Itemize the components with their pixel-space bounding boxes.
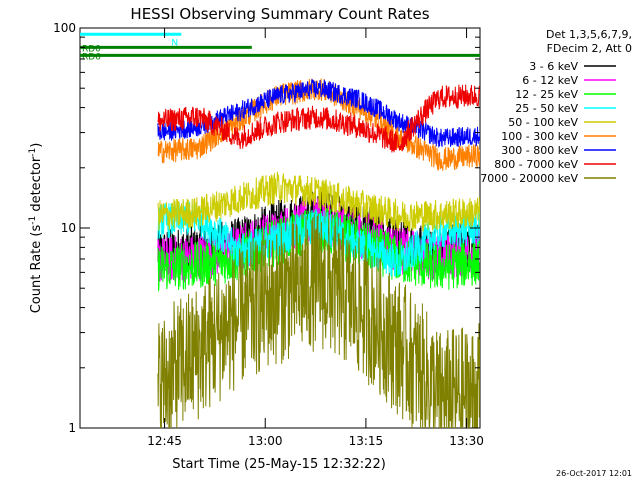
legend-label-6: 300 - 800 keV [501, 144, 578, 157]
legend-header-0: Det 1,3,5,6,7,9, [546, 28, 632, 41]
series-line-7 [157, 84, 480, 153]
legend-label-2: 12 - 25 keV [515, 88, 578, 101]
x-tick-label-1: 13:00 [248, 434, 283, 448]
annotation-label-0: N [171, 38, 178, 48]
series-line-3 [157, 201, 480, 277]
x-tick-label-2: 13:15 [349, 434, 384, 448]
series-line-4 [157, 171, 480, 232]
y-axis-label: Count Rate (s-1 detector-1) [28, 143, 44, 314]
x-tick-label-3: 13:30 [449, 434, 484, 448]
y-tick-label-2: 100 [53, 21, 76, 35]
chart-title: HESSI Observing Summary Count Rates [130, 5, 429, 23]
legend-header-1: FDecim 2, Att 0 [547, 42, 632, 55]
legend-label-1: 6 - 12 keV [522, 74, 578, 87]
legend-label-8: 7000 - 20000 keV [480, 172, 578, 185]
annotation-label-1: RD0 [82, 44, 101, 54]
legend-label-4: 50 - 100 keV [508, 116, 578, 129]
timestamp: 26-Oct-2017 12:01 [556, 469, 632, 478]
series-line-5 [157, 78, 480, 171]
legend-label-3: 25 - 50 keV [515, 102, 578, 115]
series-line-8 [157, 213, 480, 428]
series-line-2 [157, 205, 480, 292]
legend-label-5: 100 - 300 keV [501, 130, 578, 143]
legend: Det 1,3,5,6,7,9,FDecim 2, Att 0 3 - 6 keV… [480, 28, 632, 185]
x-axis-label: Start Time (25-May-15 12:32:22) [172, 457, 386, 472]
y-tick-label-1: 10 [61, 221, 76, 235]
data-layer [157, 78, 480, 428]
y-tick-label-0: 1 [68, 421, 76, 435]
annotation-label-2: RD6 [82, 52, 101, 62]
x-tick-label-0: 12:45 [147, 434, 182, 448]
legend-label-0: 3 - 6 keV [529, 60, 578, 73]
legend-label-7: 800 - 7000 keV [494, 158, 578, 171]
